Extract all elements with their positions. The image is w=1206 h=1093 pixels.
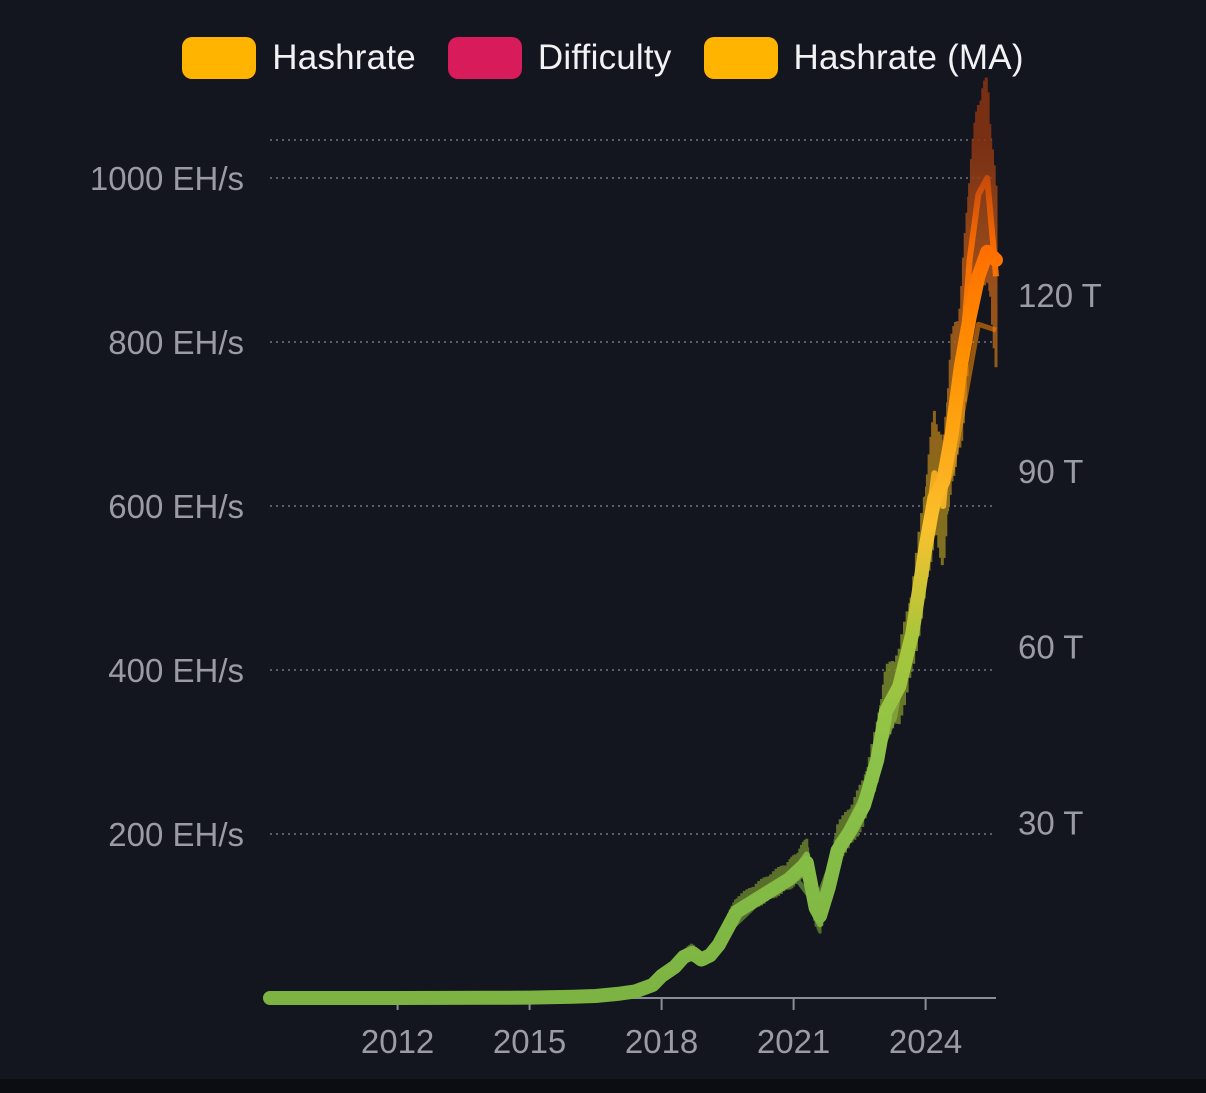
x-tick-label: 2015: [493, 1023, 566, 1060]
legend-label-difficulty: Difficulty: [537, 38, 672, 77]
legend-swatch-hashrate: [182, 37, 257, 79]
x-tick-label: 2024: [889, 1023, 962, 1060]
bottom-band: [0, 1079, 1206, 1093]
series-hashrate-line: [270, 175, 999, 1001]
y-axis-right: 30 T 60 T 90 T 120 T: [1018, 277, 1102, 841]
legend-item-hashrate[interactable]: Hashrate: [182, 37, 416, 79]
y-axis-left: 200 EH/s 400 EH/s 600 EH/s 800 EH/s 1000 EH/…: [90, 160, 244, 853]
x-axis: 2012 2015 2018 2021 2024: [270, 997, 996, 1060]
legend-swatch-difficulty: [447, 37, 522, 79]
x-tick-label: 2018: [625, 1023, 698, 1060]
y-right-tick-label: 30 T: [1018, 804, 1083, 841]
series-hashrate-ma-line: [263, 244, 1003, 1005]
x-tick-label: 2021: [757, 1023, 830, 1060]
y-left-tick-label: 400 EH/s: [108, 652, 244, 689]
legend-item-hashrate-ma[interactable]: Hashrate (MA): [703, 37, 1024, 79]
y-right-tick-label: 90 T: [1018, 453, 1083, 490]
legend-label-hashrate: Hashrate: [272, 38, 416, 77]
y-right-tick-label: 120 T: [1018, 277, 1102, 314]
y-left-tick-label: 800 EH/s: [108, 324, 244, 361]
series-layer: [263, 77, 1003, 1005]
legend-label-hashrate-ma: Hashrate (MA): [793, 38, 1024, 77]
y-left-tick-label: 1000 EH/s: [90, 160, 244, 197]
legend-swatch-hashrate-ma: [703, 37, 778, 79]
series-hashrate-noise: [422, 77, 998, 998]
grid-lines: [270, 139, 996, 835]
y-left-tick-label: 200 EH/s: [108, 816, 244, 853]
y-left-tick-label: 600 EH/s: [108, 488, 244, 525]
x-tick-label: 2012: [361, 1023, 434, 1060]
legend: Hashrate Difficulty Hashrate (MA): [0, 30, 1206, 86]
y-right-tick-label: 60 T: [1018, 629, 1083, 666]
series-difficulty-line: [270, 321, 997, 1001]
legend-item-difficulty[interactable]: Difficulty: [447, 37, 672, 79]
